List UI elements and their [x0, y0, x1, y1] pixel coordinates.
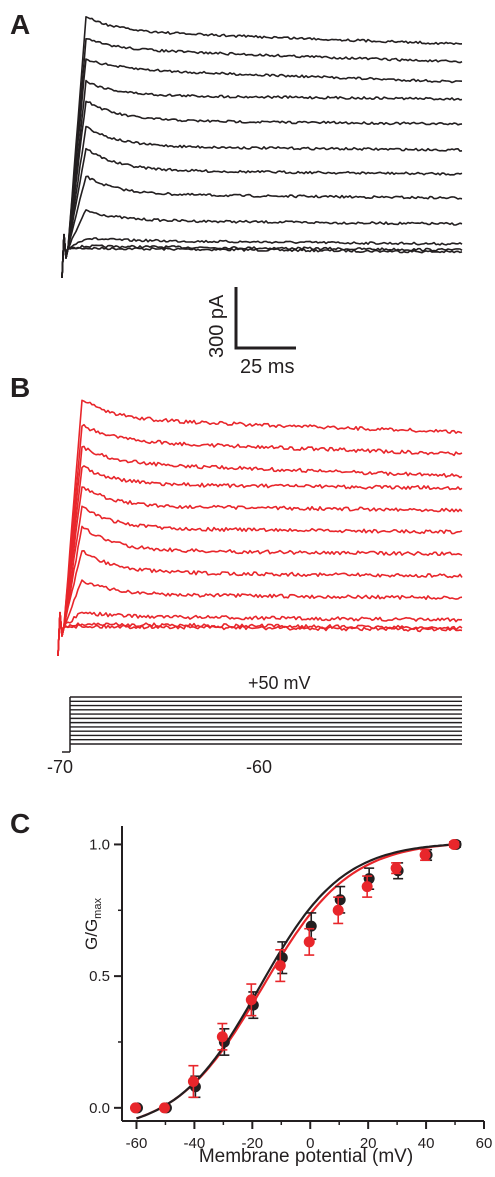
black-trace-8 — [61, 100, 463, 279]
black-trace-7 — [61, 125, 463, 279]
conductance-voltage-chart: -60 -40 -20 0 20 40 60 0.0 0.5 1.0 Membrane poten… — [82, 826, 492, 1167]
x-tick-label: -20 — [241, 1135, 263, 1152]
data-point — [305, 920, 317, 932]
y-tick-label: 0.0 — [89, 1100, 110, 1117]
data-point — [419, 849, 431, 861]
red-current-traces — [57, 399, 463, 657]
scale-bar-time-label: 25 ms — [240, 356, 294, 378]
red-trace-3 — [57, 611, 463, 657]
x-tick-label: -40 — [184, 1135, 206, 1152]
x-tick-label: 0 — [306, 1135, 314, 1152]
panel-label-b: B — [10, 372, 30, 403]
black-trace-9 — [61, 79, 463, 279]
y-tick-label: 1.0 — [89, 836, 110, 853]
red-trace-10 — [57, 445, 463, 657]
black-trace-2 — [61, 233, 463, 279]
voltage-protocol — [62, 696, 462, 753]
y-axis-label: G/Gmax — [82, 898, 104, 950]
black-current-traces — [61, 16, 463, 279]
data-point — [390, 862, 402, 874]
protocol-step-label: -60 — [246, 757, 272, 777]
data-point — [361, 881, 373, 893]
red-trace-11 — [57, 423, 463, 657]
red-trace-6 — [57, 525, 463, 657]
chart-axes: -60 -40 -20 0 20 40 60 0.0 0.5 1.0 — [89, 826, 492, 1152]
x-axis-label: Membrane potential (mV) — [199, 1146, 413, 1167]
data-point — [129, 1102, 141, 1114]
data-points — [129, 838, 462, 1114]
black-trace-5 — [61, 175, 463, 279]
red-trace-5 — [57, 550, 463, 657]
data-point — [216, 1031, 228, 1043]
fit-curves — [136, 843, 456, 1120]
black-trace-6 — [61, 147, 463, 279]
red-trace-2 — [57, 611, 463, 657]
black-trace-4 — [61, 209, 463, 279]
red-trace-12 — [57, 399, 463, 657]
data-point — [274, 960, 286, 972]
y-axis-label-main: G/G — [82, 919, 101, 950]
black-trace-3 — [61, 233, 463, 279]
black-trace-12 — [61, 16, 463, 279]
data-point — [303, 936, 315, 948]
scale-bar: 300 pA 25 ms — [206, 287, 296, 378]
black-trace-11 — [61, 38, 463, 279]
panel-label-a: A — [10, 9, 30, 40]
data-point — [334, 894, 346, 906]
x-tick-label: 60 — [476, 1135, 493, 1152]
data-point — [332, 904, 344, 916]
black-trace-1 — [61, 233, 463, 279]
data-point — [158, 1102, 170, 1114]
data-point — [245, 994, 257, 1006]
fit-curve-2 — [136, 843, 456, 1120]
red-trace-7 — [57, 505, 463, 657]
x-tick-label: -60 — [126, 1135, 148, 1152]
protocol-holding-label: -70 — [47, 757, 73, 777]
red-trace-8 — [57, 486, 463, 657]
y-tick-label: 0.5 — [89, 968, 110, 985]
fit-curve-1 — [136, 843, 456, 1120]
scale-bar-current-label: 300 pA — [206, 294, 228, 358]
panel-label-c: C — [10, 808, 30, 839]
x-tick-label: 20 — [360, 1135, 377, 1152]
data-point — [448, 838, 460, 850]
red-trace-9 — [57, 465, 463, 657]
red-trace-4 — [57, 579, 463, 657]
y-axis-label-sub: max — [92, 898, 104, 919]
data-point — [187, 1075, 199, 1087]
protocol-top-label: +50 mV — [248, 673, 311, 693]
black-trace-10 — [61, 58, 463, 279]
x-tick-label: 40 — [418, 1135, 435, 1152]
